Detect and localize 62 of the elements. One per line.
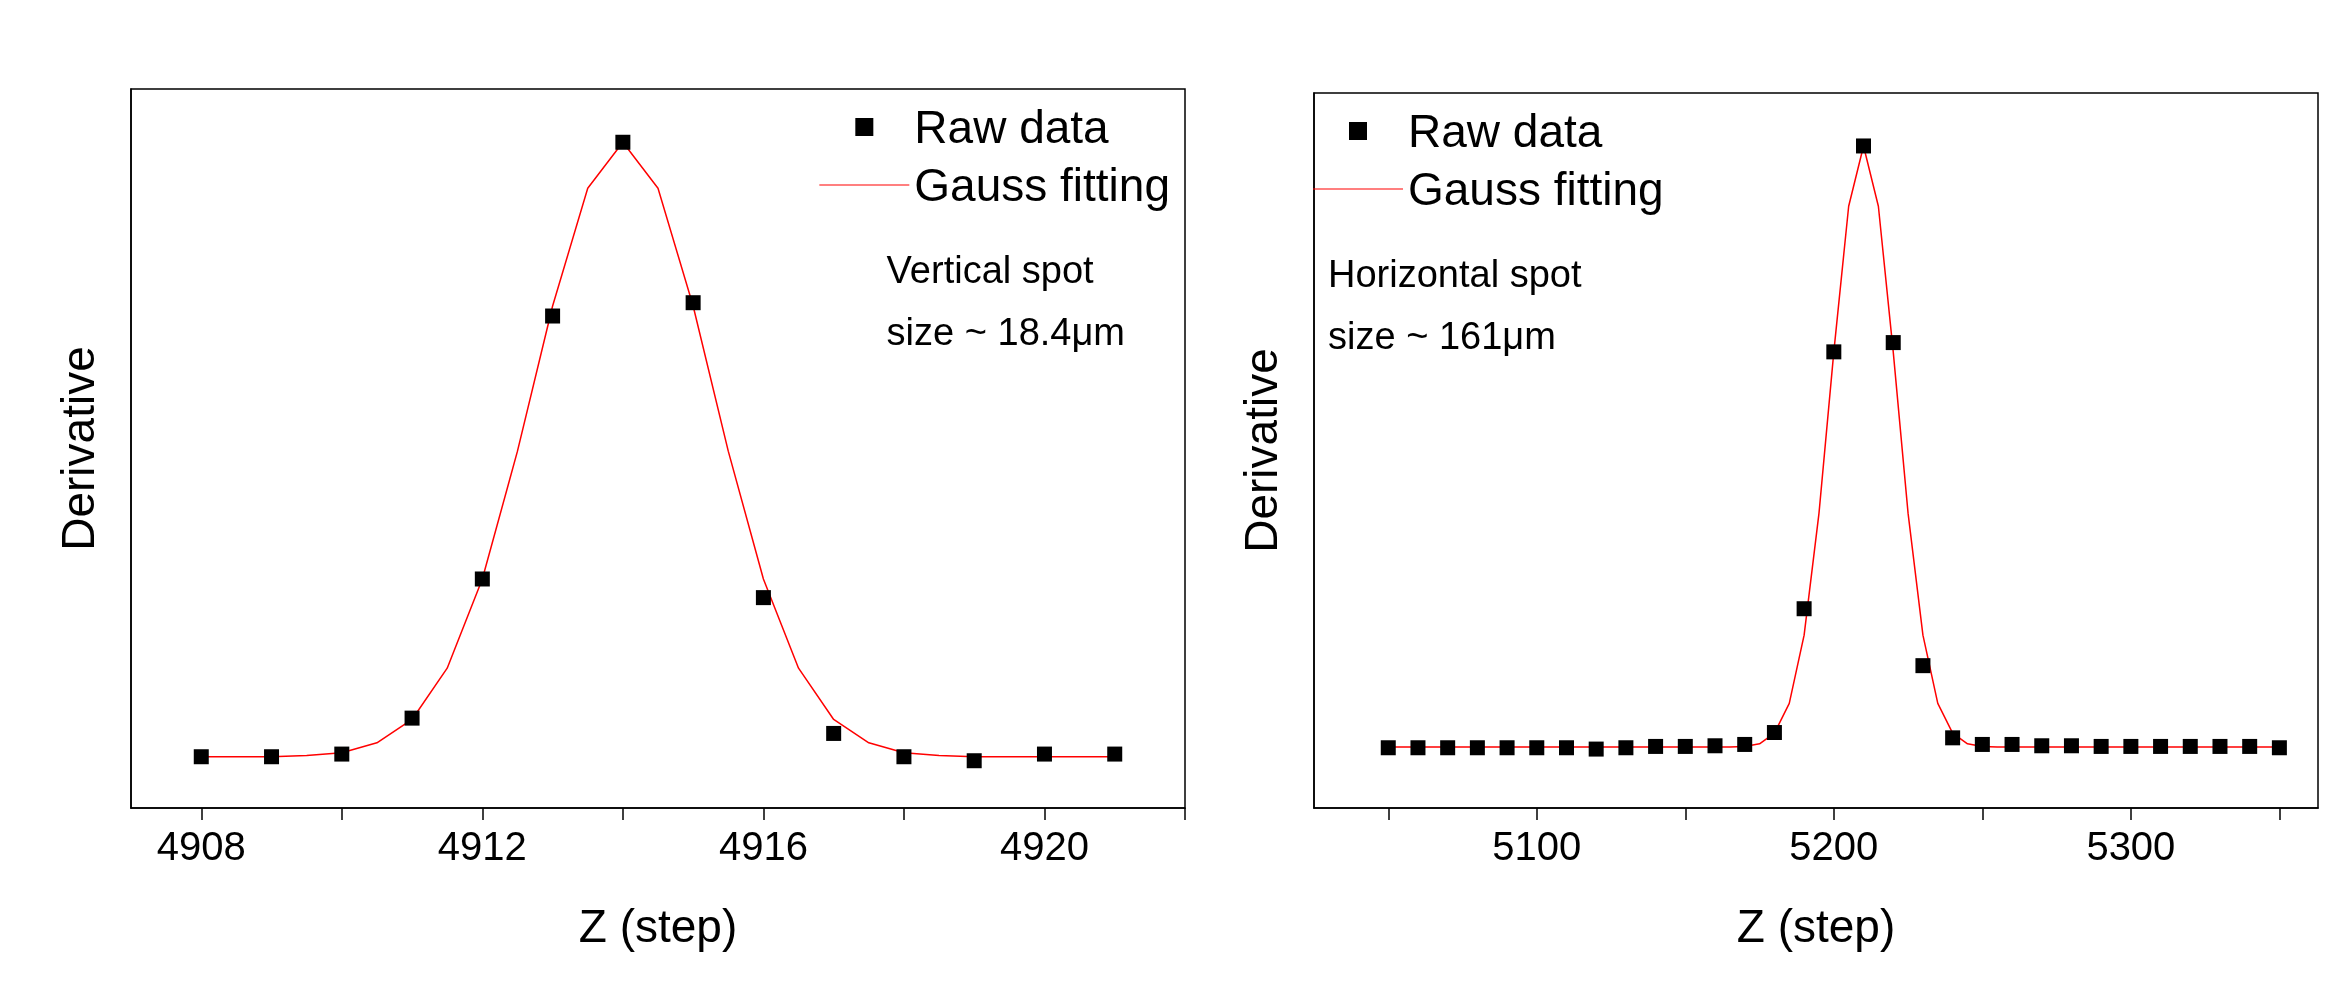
point [1618,740,1634,756]
legend-label: Raw data [1408,105,1603,157]
point [1974,736,1990,752]
point [264,749,280,765]
point [896,749,912,765]
point [2153,738,2169,754]
point [474,571,490,587]
point [1885,335,1901,351]
point [2271,740,2287,756]
x-tick-label: 5300 [2086,824,2176,868]
x-axis-title: Z (step) [578,900,738,952]
point [1915,658,1931,674]
legend-label: Gauss fitting [914,159,1171,211]
annotation: Horizontal spot size ~ 161μm [1328,253,1582,357]
point [2063,738,2079,754]
point [1796,601,1812,617]
point [1588,741,1604,757]
x-tick-label: 4908 [156,824,246,868]
point [545,308,561,324]
point [1380,740,1396,756]
point [1737,736,1753,752]
legend-label: Gauss fitting [1408,163,1664,215]
x-tick-label: 5200 [1789,824,1879,868]
point [1826,344,1842,360]
point [1677,738,1693,754]
point [1558,740,1574,756]
point [1440,740,1456,756]
x-axis-title: Z (step) [1736,900,1896,952]
point [826,725,842,741]
point [2004,736,2020,752]
point [1410,740,1426,756]
point [1499,740,1515,756]
point [1766,725,1782,741]
point [2182,738,2198,754]
point [2212,738,2228,754]
point [1648,738,1664,754]
point [404,710,420,726]
point [2242,738,2258,754]
point [966,753,982,769]
point [1945,730,1961,746]
annotation: Vertical spot size ~ 18.4μm [886,249,1125,353]
point [2123,738,2139,754]
y-axis-title: Derivative [1235,348,1287,553]
point [615,134,631,150]
point [1856,138,1872,154]
point [685,295,701,311]
point [1707,738,1723,754]
point [1107,746,1123,762]
legend-label: Raw data [914,101,1110,153]
x-tick-label: 4912 [437,824,527,868]
point [2034,738,2050,754]
point [1469,740,1485,756]
point [755,590,771,606]
x-tick-label: 5100 [1492,824,1582,868]
point [334,746,350,762]
point [1529,740,1545,756]
x-tick-label: 4916 [718,824,808,868]
point [1036,746,1052,762]
y-axis-title: Derivative [52,346,104,551]
x-tick-label: 4920 [999,824,1089,868]
point [193,749,209,765]
point [2093,738,2109,754]
